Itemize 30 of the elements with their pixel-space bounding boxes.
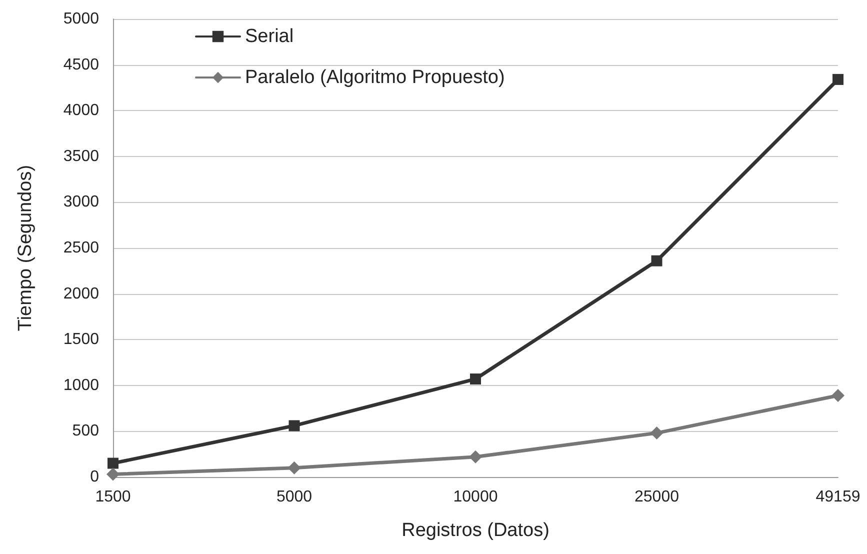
x-tick-label: 1500 <box>95 488 131 506</box>
x-tick-label: 5000 <box>276 488 312 506</box>
legend-label: Serial <box>245 26 294 47</box>
y-tick-label: 3500 <box>63 148 100 165</box>
y-tick-label: 4000 <box>63 102 100 120</box>
point <box>651 255 662 266</box>
point <box>288 461 301 474</box>
y-tick-label: 3000 <box>63 194 100 211</box>
point <box>470 373 481 384</box>
point <box>832 388 844 402</box>
point <box>832 74 844 85</box>
y-tick-label: 1500 <box>63 331 100 348</box>
x-axis-title: Registros (Datos) <box>402 520 550 541</box>
x-tick-label: 49159 <box>816 488 860 506</box>
point <box>469 450 482 464</box>
point <box>650 426 664 440</box>
point <box>108 458 118 469</box>
y-tick-label: 5000 <box>63 10 100 28</box>
y-tick-label: 2000 <box>63 285 100 302</box>
y-tick-label: 2500 <box>63 240 100 256</box>
point <box>288 420 300 432</box>
x-tick-label: 10000 <box>453 488 498 506</box>
legend-label: Paralelo (Algoritmo Propuesto) <box>245 67 505 88</box>
x-tick-label: 25000 <box>634 488 680 506</box>
y-tick-label: 4500 <box>63 56 100 74</box>
y-tick-label: 500 <box>72 422 100 440</box>
y-axis-title: Tiempo (Segundos) <box>15 164 36 332</box>
y-tick-label: 1000 <box>63 376 100 394</box>
point <box>106 468 120 481</box>
y-tick-label: 0 <box>90 468 100 486</box>
